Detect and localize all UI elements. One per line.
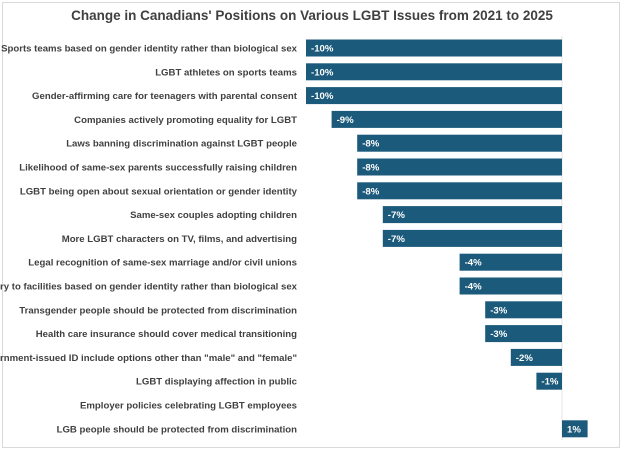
category-label: Laws banning discrimination against LGBT… bbox=[66, 139, 297, 150]
bar bbox=[510, 348, 562, 366]
category-label: More LGBT characters on TV, films, and a… bbox=[62, 234, 297, 245]
bar bbox=[357, 158, 562, 176]
bar bbox=[485, 301, 562, 319]
data-label: -8% bbox=[362, 139, 380, 150]
bar bbox=[382, 206, 562, 224]
bar bbox=[382, 229, 562, 247]
bar bbox=[306, 39, 562, 57]
bar bbox=[485, 325, 562, 343]
bar bbox=[459, 277, 562, 295]
category-label: LGBT being open about sexual orientation… bbox=[20, 186, 298, 197]
chart-title: Change in Canadians' Positions on Variou… bbox=[71, 8, 553, 23]
data-label: -10% bbox=[311, 44, 334, 55]
bar bbox=[562, 420, 588, 438]
bar bbox=[306, 87, 562, 105]
category-label: Companies actively promoting equality fo… bbox=[74, 115, 297, 126]
chart-frame bbox=[2, 2, 620, 448]
data-label: -2% bbox=[516, 353, 534, 364]
category-label: Legal recognition of same-sex marriage a… bbox=[28, 258, 297, 269]
data-label: -3% bbox=[490, 329, 508, 340]
data-label: -4% bbox=[465, 282, 483, 293]
data-label: -8% bbox=[362, 163, 380, 174]
bar bbox=[536, 372, 562, 390]
category-label: LGBT athletes on sports teams bbox=[155, 67, 297, 78]
data-label: 1% bbox=[567, 424, 581, 435]
bar bbox=[357, 134, 562, 152]
category-label: Sports teams based on gender identity ra… bbox=[1, 44, 298, 55]
category-label: Employer policies celebrating LGBT emplo… bbox=[80, 401, 297, 412]
data-label: -8% bbox=[362, 186, 380, 197]
data-label: -4% bbox=[465, 258, 483, 269]
category-label: LGB people should be protected from disc… bbox=[57, 424, 298, 435]
data-label: -7% bbox=[388, 234, 406, 245]
data-label: -1% bbox=[541, 377, 559, 388]
bar bbox=[331, 110, 562, 128]
category-label: Health care insurance should cover medic… bbox=[36, 329, 297, 340]
bar bbox=[306, 63, 562, 81]
category-label: Entry to facilities based on gender iden… bbox=[0, 282, 298, 293]
data-label: -10% bbox=[311, 67, 334, 78]
category-label: Government-issued ID include options oth… bbox=[0, 353, 297, 364]
category-label: Likelihood of same-sex parents successfu… bbox=[19, 163, 297, 174]
data-label: -7% bbox=[388, 210, 406, 221]
category-label: Transgender people should be protected f… bbox=[19, 305, 297, 316]
bar bbox=[357, 182, 562, 200]
data-label: -9% bbox=[337, 115, 355, 126]
category-label: Same-sex couples adopting children bbox=[130, 210, 297, 221]
category-label: LGBT displaying affection in public bbox=[136, 377, 298, 388]
data-label: -10% bbox=[311, 91, 334, 102]
bar bbox=[459, 253, 562, 271]
category-label: Gender-affirming care for teenagers with… bbox=[32, 91, 298, 102]
data-label: -3% bbox=[490, 305, 508, 316]
